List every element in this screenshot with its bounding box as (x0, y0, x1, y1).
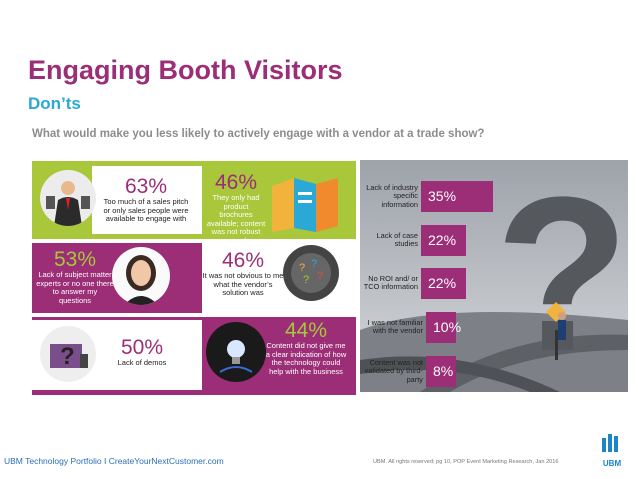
svg-text:?: ? (495, 160, 628, 392)
bar-label-2: Lack of case studies (376, 231, 419, 249)
footer-portfolio: UBM Technology Portfolio I CreateYourNex… (4, 456, 224, 466)
stat-experts-pct: 53% (53, 248, 97, 271)
stat-sales-pitch-desc: Too much of a sales pitch or only sales … (103, 197, 189, 224)
stat-not-obvious: 46% It was not obvious to me what the ve… (202, 250, 284, 298)
tile-sales-pitch (92, 166, 202, 234)
svg-text:?: ? (317, 270, 323, 282)
bar-label-4: I was not familiar with the vendor (367, 318, 423, 336)
stat-not-obvious-pct: 46% (221, 249, 265, 272)
question-mark-road-illustration: ? (360, 160, 628, 392)
lightbulb-icon (206, 322, 266, 382)
stat-brochures-pct: 46% (214, 171, 258, 194)
bar-label-1: Lack of industry specific information (366, 183, 418, 209)
stat-sales-pitch: 63% Too much of a sales pitch or only sa… (100, 176, 192, 224)
stat-experts-desc: Lack of subject matter experts or no one… (36, 270, 114, 305)
ubm-logo: UBM (595, 432, 629, 472)
stat-brochures-desc: They only had product brochures availabl… (206, 193, 266, 245)
svg-text:?: ? (60, 343, 75, 370)
bar-4: 10% (426, 312, 461, 343)
stat-experts: 53% Lack of subject matter experts or no… (36, 249, 114, 305)
page-subtitle: Don’ts (28, 94, 81, 113)
stat-demos: 50% Lack of demos (104, 337, 180, 368)
svg-text:?: ? (311, 258, 317, 270)
stat-content-clarity-desc: Content did not give me a clear indicati… (265, 341, 347, 376)
bar-label-5: Content was not validated by third-party (364, 358, 423, 384)
bar-1: 35% (421, 181, 493, 212)
stat-demos-desc: Lack of demos (117, 358, 167, 367)
question-board-icon: ? (40, 326, 96, 382)
stat-not-obvious-desc: It was not obvious to me what the vendor… (202, 271, 284, 298)
bar-3: 22% (421, 268, 466, 299)
stat-demos-pct: 50% (120, 336, 164, 359)
ubm-logo-icon (602, 434, 618, 452)
survey-question: What would make you less likely to activ… (32, 128, 485, 140)
page-title: Engaging Booth Visitors (28, 55, 343, 85)
svg-text:?: ? (303, 274, 309, 286)
stat-brochures: 46% They only had product brochures avai… (206, 172, 266, 246)
businessman-icon (40, 170, 96, 226)
ubm-logo-text: UBM (602, 459, 622, 468)
footer-copyright: UBM. All rights reserved; pg 10, POP Eve… (373, 459, 559, 465)
svg-text:?: ? (299, 262, 305, 274)
brochure-icon (264, 172, 346, 236)
bar-2: 22% (421, 225, 466, 256)
bar-5: 8% (426, 356, 456, 387)
stat-content-clarity: 44% Content did not give me a clear indi… (264, 320, 348, 376)
woman-portrait-icon (112, 247, 170, 305)
stat-content-clarity-pct: 44% (284, 319, 328, 342)
stat-sales-pitch-pct: 63% (124, 175, 168, 198)
question-marks-icon: ? ? ? ? (283, 245, 339, 301)
bar-label-3: No ROI and/ or TCO information (363, 274, 418, 292)
